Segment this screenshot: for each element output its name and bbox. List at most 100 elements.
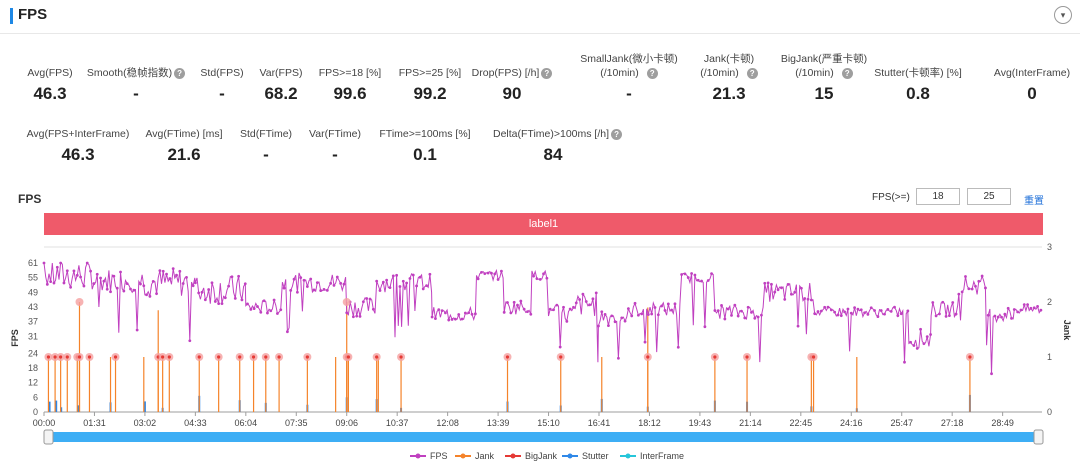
fps-point bbox=[532, 274, 535, 278]
bigjank-dot bbox=[305, 355, 309, 359]
timeline-slider[interactable] bbox=[44, 432, 1043, 442]
help-icon[interactable]: ? bbox=[646, 68, 658, 79]
fps-point bbox=[581, 292, 585, 296]
fps-point bbox=[401, 279, 405, 283]
fps-point bbox=[896, 314, 900, 318]
fps-point bbox=[974, 284, 977, 288]
x-tick-label: 24:16 bbox=[840, 418, 863, 428]
fps-point bbox=[155, 292, 158, 296]
slider-handle-left[interactable] bbox=[43, 429, 54, 445]
fps-point bbox=[686, 276, 690, 279]
y-tick-label: 0 bbox=[33, 407, 38, 417]
metric-value: - bbox=[133, 84, 139, 103]
metric-row1-6: Drop(FPS) [/h]? 90 bbox=[452, 52, 572, 104]
fps-point bbox=[944, 314, 948, 318]
fps-point bbox=[853, 306, 856, 310]
fps-point bbox=[175, 273, 178, 277]
fps-point bbox=[889, 310, 893, 313]
fps-point bbox=[866, 312, 870, 316]
fps-point bbox=[555, 303, 559, 307]
fps-point bbox=[693, 273, 697, 277]
fps-point bbox=[915, 346, 919, 350]
help-icon[interactable]: ? bbox=[541, 68, 553, 79]
fps-point bbox=[185, 275, 188, 279]
fps-point bbox=[623, 319, 627, 323]
help-icon[interactable]: ? bbox=[841, 68, 853, 79]
fps-point bbox=[931, 301, 935, 304]
reset-link[interactable]: 重置 bbox=[1024, 196, 1044, 207]
slider-handle-right[interactable] bbox=[1033, 429, 1044, 445]
fps-point bbox=[339, 281, 343, 285]
fps-point bbox=[789, 292, 793, 296]
fps-point bbox=[42, 261, 46, 265]
fps-point bbox=[332, 283, 336, 287]
legend-item[interactable]: FPS bbox=[410, 451, 448, 461]
threshold-input-2[interactable] bbox=[967, 188, 1011, 205]
fps-point bbox=[960, 290, 964, 294]
metric-label: Var(FPS) bbox=[259, 67, 303, 79]
bigjank-dot bbox=[713, 355, 717, 359]
legend-item[interactable]: InterFrame bbox=[620, 451, 684, 461]
fps-point bbox=[259, 310, 263, 314]
fps-point bbox=[65, 269, 69, 273]
metric-row1-0: Avg(FPS) 46.3 bbox=[0, 52, 110, 104]
fps-point bbox=[809, 298, 813, 302]
fps-point bbox=[1000, 315, 1003, 319]
metric-row2-0: Avg(FPS+InterFrame) 46.3 bbox=[18, 127, 138, 165]
metric-value: 84 bbox=[543, 145, 563, 164]
fps-point bbox=[770, 282, 773, 286]
bigjank-dot bbox=[197, 355, 201, 359]
fps-point bbox=[951, 301, 955, 304]
fps-point bbox=[796, 324, 800, 328]
x-tick-label: 10:37 bbox=[386, 418, 409, 428]
metric-label: Avg(FTime) [ms] bbox=[145, 128, 223, 140]
fps-point bbox=[964, 275, 967, 278]
metric-row1-7: SmallJank(微小卡顿) (/10min)? - bbox=[569, 52, 689, 104]
metric-label: Var(FTime) bbox=[309, 128, 361, 140]
legend-item[interactable]: BigJank bbox=[505, 451, 558, 461]
fps-point bbox=[319, 289, 323, 292]
help-icon[interactable]: ? bbox=[746, 68, 758, 79]
fps-point bbox=[816, 310, 820, 313]
fps-point bbox=[829, 308, 833, 312]
metric-value: - bbox=[626, 84, 632, 103]
fps-point bbox=[286, 330, 289, 334]
legend-item[interactable]: Jank bbox=[455, 451, 495, 461]
fps-point bbox=[82, 284, 86, 288]
help-icon[interactable]: ? bbox=[611, 129, 623, 140]
fps-point bbox=[594, 291, 598, 295]
fps-point bbox=[512, 300, 516, 304]
fps-point bbox=[713, 309, 717, 312]
bigjank-dot bbox=[167, 355, 171, 359]
fps-point bbox=[463, 311, 467, 315]
metric-row1-4: FPS>=18 [%] 99.6 bbox=[290, 52, 410, 104]
fps-point bbox=[272, 298, 276, 302]
fps-point bbox=[526, 310, 529, 314]
x-tick-label: 01:31 bbox=[83, 418, 106, 428]
fps-point bbox=[613, 320, 617, 324]
fps-point bbox=[683, 272, 687, 276]
bigjank-dot bbox=[87, 355, 92, 359]
help-icon[interactable]: ? bbox=[174, 68, 186, 79]
fps-point bbox=[780, 286, 783, 290]
threshold-input-1[interactable] bbox=[916, 188, 960, 205]
x-tick-label: 04:33 bbox=[184, 418, 207, 428]
fps-point bbox=[490, 271, 493, 275]
y-tick-label: 43 bbox=[28, 302, 38, 312]
fps-point bbox=[145, 293, 148, 297]
fps-point bbox=[773, 290, 777, 294]
metric-label: Stutter(卡顿率) [%] bbox=[874, 67, 962, 79]
fps-point bbox=[591, 297, 595, 301]
fps-point bbox=[249, 307, 253, 311]
fps-point bbox=[440, 309, 444, 313]
fps-point bbox=[919, 327, 922, 331]
fps-point bbox=[630, 314, 634, 318]
metric-row1-2: Std(FPS) - bbox=[162, 52, 282, 104]
fps-point bbox=[276, 312, 279, 315]
fps-point bbox=[415, 284, 418, 288]
collapse-chevron-icon[interactable]: ▾ bbox=[1054, 6, 1072, 24]
label-band[interactable]: label1 bbox=[44, 213, 1043, 235]
legend-item[interactable]: Stutter bbox=[562, 451, 609, 461]
fps-point bbox=[391, 274, 395, 278]
bigjank-dot bbox=[264, 355, 268, 359]
